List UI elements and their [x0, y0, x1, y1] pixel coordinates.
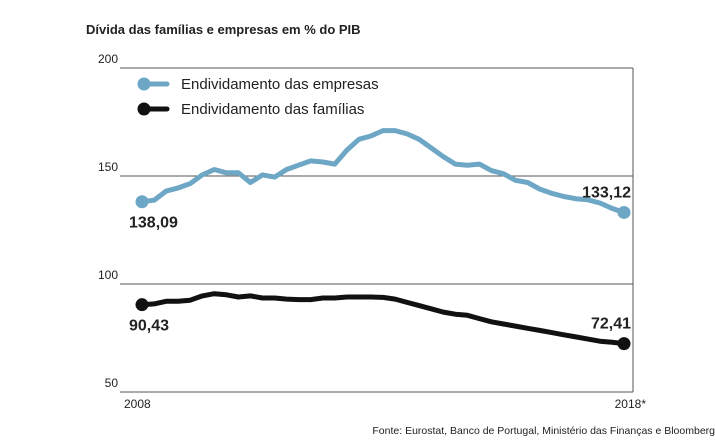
y-tick-label-50: 50 — [105, 376, 119, 390]
grid-layer — [120, 67, 634, 393]
series-1-start-point — [135, 298, 149, 312]
source-note: Fonte: Eurostat, Banco de Portugal, Mini… — [372, 425, 715, 437]
series-1-end-point — [617, 337, 631, 351]
series-0-end-point — [617, 205, 631, 219]
series-line-0 — [139, 128, 627, 215]
y-tick-label-150: 150 — [98, 160, 118, 174]
series-layer — [135, 128, 631, 351]
y-tick-label-100: 100 — [98, 268, 118, 282]
chart-title: Dívida das famílias e empresas em % do P… — [86, 22, 361, 37]
value-label-1-end: 72,41 — [591, 316, 631, 333]
x-tick-label-end: 2018* — [615, 397, 647, 411]
value-label-0-end: 133,12 — [582, 184, 631, 201]
legend-label-0: Endividamento das empresas — [181, 76, 379, 93]
legend-swatch-dot-0 — [137, 77, 151, 91]
legend-label-1: Endividamento das famílias — [181, 101, 364, 118]
legend-swatch-dot-1 — [137, 102, 151, 116]
series-0-start-point — [135, 195, 149, 209]
annotation-layer: 138,09 133,12 90,43 72,41 — [129, 184, 631, 334]
value-label-1-start: 90,43 — [129, 318, 169, 335]
value-label-0-start: 138,09 — [129, 215, 178, 232]
axis-layer: 200 150 100 50 2008 2018* — [98, 52, 646, 411]
legend: Endividamento das empresas Endividamento … — [137, 76, 379, 118]
series-line-1 — [139, 291, 627, 347]
y-tick-label-200: 200 — [98, 52, 118, 66]
x-tick-label-start: 2008 — [124, 397, 151, 411]
